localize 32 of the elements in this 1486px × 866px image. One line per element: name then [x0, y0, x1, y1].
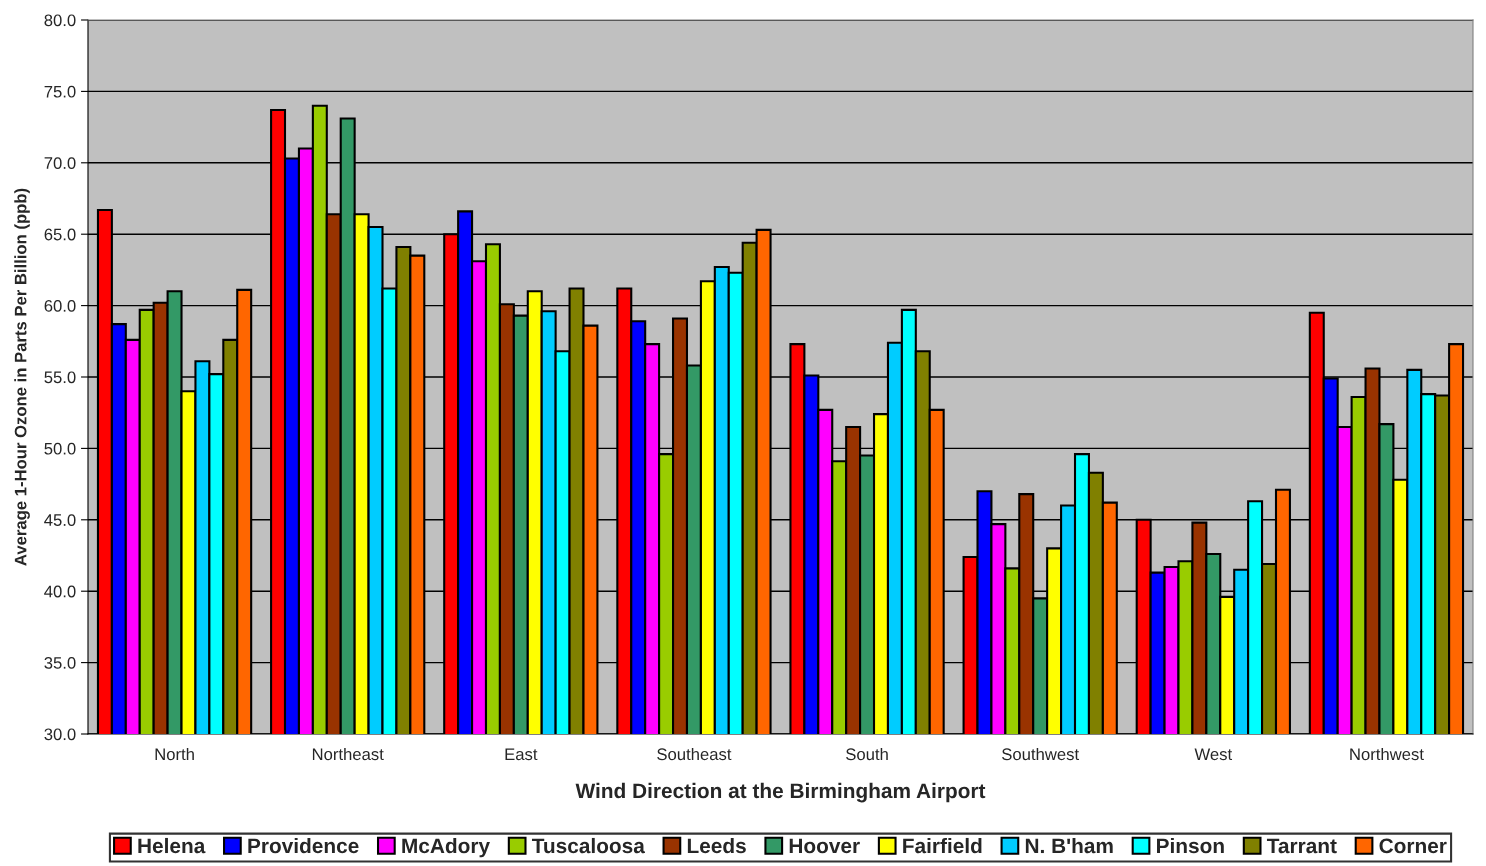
y-tick-label: 55.0 — [44, 371, 76, 384]
y-axis-title: Average 1-Hour Ozone in Parts Per Billion (ppb) — [14, 188, 30, 566]
legend-label: Leeds — [687, 837, 746, 854]
y-tick-label: 75.0 — [44, 85, 76, 98]
legend-label: Tarrant — [1266, 838, 1337, 854]
legend-label: Pinson — [1157, 837, 1224, 854]
y-tick-label: 70.0 — [44, 157, 76, 169]
x-tick-label: Southwest — [1002, 747, 1079, 761]
y-tick-label: 50.0 — [44, 442, 76, 455]
x-tick-label: Northeast — [312, 747, 384, 761]
x-axis-title: Wind Direction at the Birmingham Airport — [575, 782, 986, 803]
legend-label: Providence — [248, 837, 359, 854]
legend-label: Hoover — [789, 838, 860, 854]
y-tick-label: 65.0 — [44, 228, 76, 241]
y-tick-label: 45.0 — [44, 514, 76, 526]
legend-label: Helena — [138, 837, 206, 854]
x-tick-label: Southeast — [657, 747, 732, 761]
y-tick-label: 30.0 — [44, 728, 76, 741]
x-tick-label: North — [155, 747, 194, 761]
x-tick-label: South — [846, 747, 888, 761]
y-tick-label: 35.0 — [44, 657, 76, 669]
legend-label: Tuscaloosa — [531, 837, 645, 854]
x-tick-label: Northwest — [1350, 747, 1424, 761]
y-tick-label: 80.0 — [44, 14, 76, 27]
legend-label: McAdory — [402, 837, 490, 858]
y-tick-label: 40.0 — [44, 585, 76, 598]
legend-label: Corner — [1379, 838, 1447, 854]
y-tick-label: 60.0 — [44, 300, 76, 312]
legend-label: Fairfield — [903, 837, 982, 854]
x-tick-label: West — [1194, 748, 1233, 761]
legend-label: N. B'ham — [1025, 837, 1113, 854]
x-tick-label: East — [505, 748, 538, 761]
